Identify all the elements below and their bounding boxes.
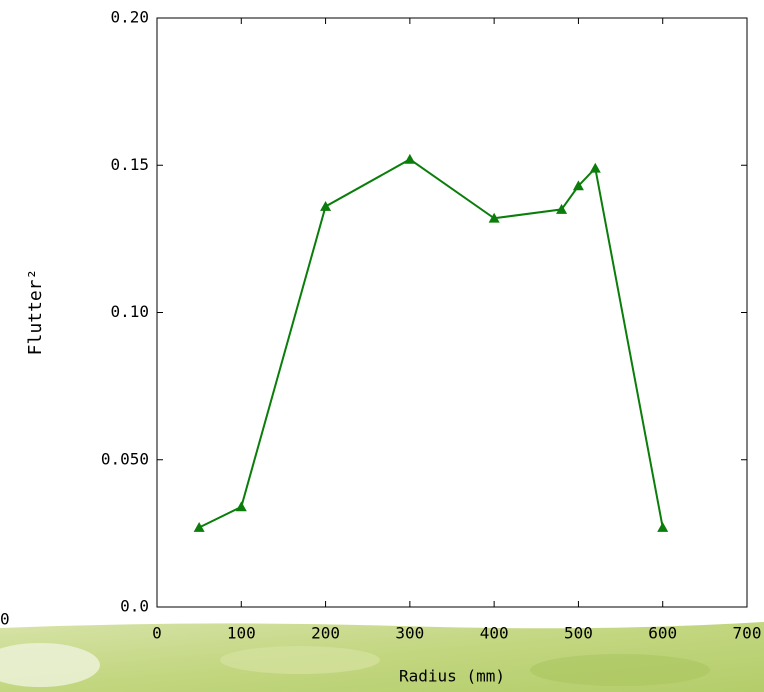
data-point <box>488 212 500 223</box>
x-tick-label: 500 <box>564 624 593 643</box>
x-axis-label: Radius (mm) <box>399 667 505 686</box>
corner-text: 0 <box>0 610 10 629</box>
x-tick-label: 100 <box>227 624 256 643</box>
y-tick-label: 0.050 <box>101 449 149 468</box>
y-tick-label: 0.15 <box>110 155 149 174</box>
data-point <box>235 501 247 512</box>
y-axis-label: Flutter² <box>25 269 46 356</box>
x-tick-label: 300 <box>395 624 424 643</box>
x-tick-label: 0 <box>152 624 162 643</box>
x-tick-label: 400 <box>480 624 509 643</box>
plot-frame <box>156 17 748 608</box>
x-tick-label: 200 <box>311 624 340 643</box>
y-tick-label: 0.0 <box>120 597 149 616</box>
data-line <box>198 158 664 529</box>
x-tick-label: 600 <box>648 624 677 643</box>
y-tick-label: 0.20 <box>110 8 149 27</box>
data-point <box>657 521 669 532</box>
background-band <box>0 622 764 692</box>
data-point <box>193 521 205 532</box>
data-point <box>556 203 568 214</box>
y-tick-label: 0.10 <box>110 302 149 321</box>
data-point <box>320 200 332 211</box>
x-tick-label: 700 <box>733 624 762 643</box>
data-point <box>589 162 601 173</box>
data-point <box>404 153 416 164</box>
data-point <box>572 180 584 191</box>
